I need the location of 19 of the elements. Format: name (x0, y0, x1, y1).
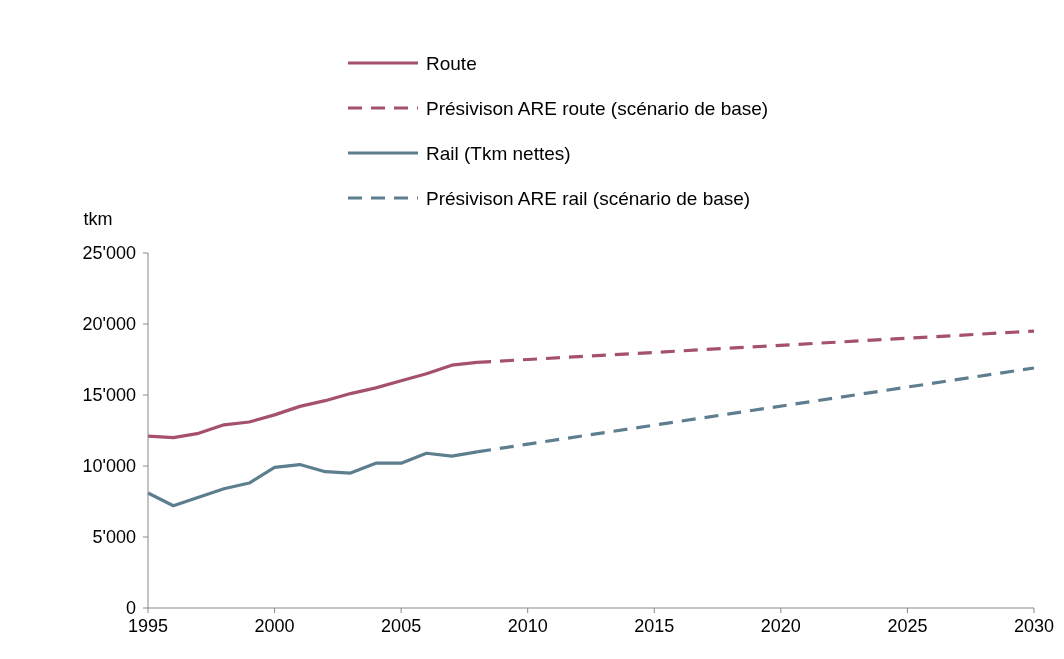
legend-label: Présivison ARE route (scénario de base) (426, 97, 769, 119)
x-tick-label: 2025 (887, 616, 928, 636)
x-tick-label: 2000 (254, 616, 295, 636)
x-tick-label: 1995 (127, 616, 169, 636)
y-tick-label: 5'000 (92, 527, 136, 548)
y-axis-title: tkm (83, 209, 113, 229)
y-tick-label: 25'000 (82, 243, 136, 264)
x-tick-label: 2030 (1013, 616, 1055, 636)
x-tick-label: 2005 (381, 616, 422, 636)
y-tick-label: 10'000 (82, 456, 136, 477)
x-tick-label: 2010 (507, 616, 548, 636)
legend-label: Présivison ARE rail (scénario de base) (426, 187, 751, 209)
legend-label: Rail (Tkm nettes) (426, 142, 571, 164)
x-tick-label: 2015 (634, 616, 675, 636)
y-tick-label: 15'000 (82, 385, 136, 406)
legend-label: Route (426, 52, 477, 74)
y-tick-label: 0 (125, 598, 136, 619)
x-tick-label: 2020 (760, 616, 801, 636)
y-tick-label: 20'000 (82, 314, 136, 335)
